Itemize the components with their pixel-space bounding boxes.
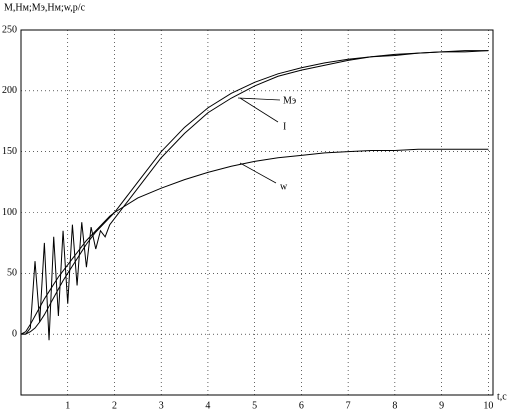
x-axis-label: t,c <box>497 391 507 402</box>
series-annotation: I <box>283 121 286 132</box>
x-tick-label: 1 <box>65 400 70 411</box>
series-line <box>20 148 489 335</box>
series-annotation: w <box>280 181 288 192</box>
y-tick-label: 0 <box>12 328 17 339</box>
chart-title: M,Hм;Mэ,Hм;w,p/c <box>4 2 86 13</box>
x-tick-label: 9 <box>439 400 444 411</box>
y-tick-label: 150 <box>2 146 17 157</box>
leader-line <box>239 97 279 123</box>
x-tick-label: 3 <box>159 400 164 411</box>
x-tick-label: 5 <box>252 400 257 411</box>
leader-line <box>239 162 277 184</box>
series-annotation: Mэ <box>283 95 296 106</box>
x-tick-label: 7 <box>346 400 351 411</box>
y-tick-label: 50 <box>7 268 17 279</box>
x-tick-label: 4 <box>205 400 210 411</box>
x-tick-label: 8 <box>392 400 397 411</box>
x-tick-label: 6 <box>299 400 304 411</box>
series-line <box>21 50 489 341</box>
series-line <box>21 50 489 335</box>
y-tick-label: 200 <box>2 85 17 96</box>
y-tick-label: 250 <box>2 24 17 35</box>
leader-line <box>237 97 281 101</box>
y-tick-label: 100 <box>2 207 17 218</box>
x-tick-label: 2 <box>112 400 117 411</box>
x-tick-label: 10 <box>483 400 493 411</box>
